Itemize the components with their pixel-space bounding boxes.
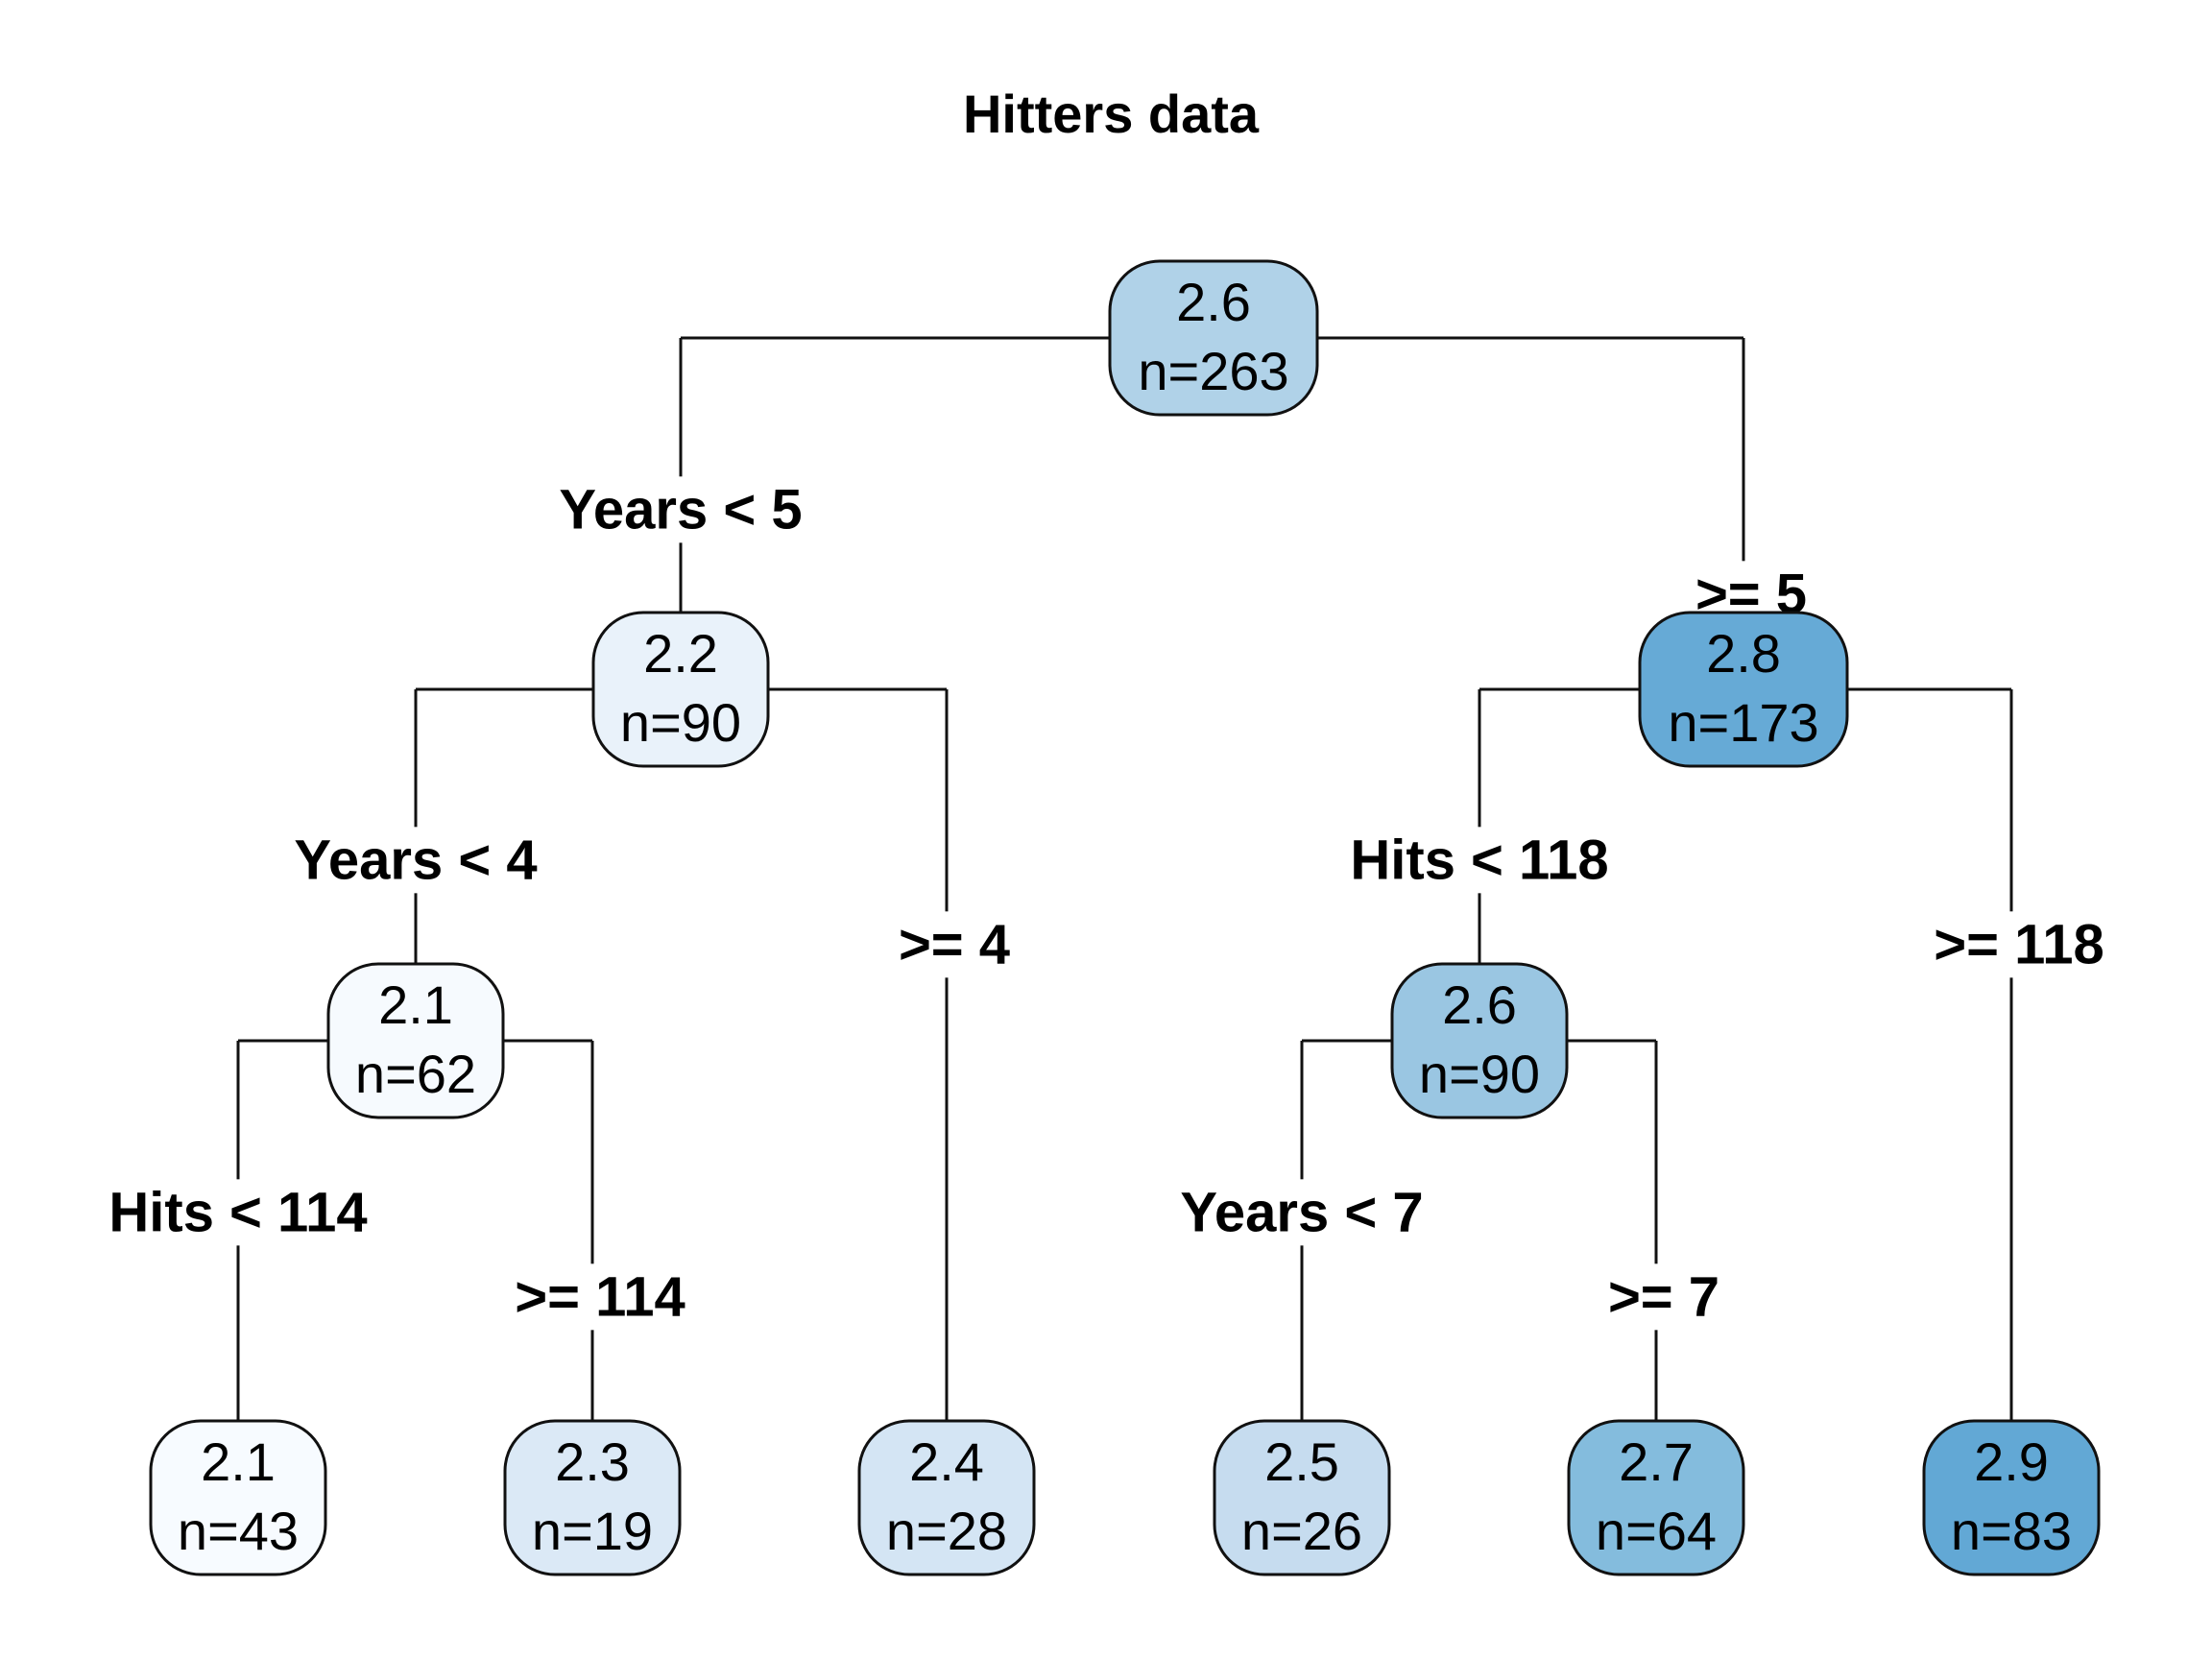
- tree-node: 2.6 n=263: [1108, 259, 1319, 417]
- node-box: [1567, 1419, 1745, 1576]
- node-count: n=173: [1668, 692, 1818, 753]
- split-label-bg: [892, 911, 1017, 978]
- node-box: [326, 962, 505, 1119]
- split-label-s3l: Hits < 118: [1350, 829, 1608, 891]
- node-value: 2.4: [909, 1431, 984, 1492]
- node-box: [1213, 1419, 1391, 1576]
- node-box: [591, 611, 770, 768]
- node-box: [149, 1419, 327, 1576]
- split-label-bg: [288, 827, 543, 894]
- node-count: n=90: [620, 692, 741, 753]
- split-label-bg: [1174, 1179, 1430, 1246]
- node-box: [857, 1419, 1036, 1576]
- split-label-bg: [1928, 911, 2110, 978]
- split-label-s3r: >= 118: [1934, 913, 2104, 975]
- node-value: 2.1: [378, 974, 453, 1035]
- node-count: n=43: [178, 1501, 299, 1561]
- tree-node: 2.9 n=83: [1922, 1419, 2101, 1576]
- node-value: 2.6: [1442, 974, 1517, 1035]
- node-box: [1922, 1419, 2101, 1576]
- split-label-s2l: Years < 4: [294, 829, 537, 891]
- node-count: n=64: [1596, 1501, 1717, 1561]
- tree-node: 2.6 n=90: [1390, 962, 1569, 1119]
- split-label-s2r: >= 4: [899, 913, 1010, 975]
- node-count: n=83: [1951, 1501, 2072, 1561]
- split-label-s5r: >= 7: [1608, 1265, 1719, 1328]
- node-box: [1390, 962, 1569, 1119]
- node-count: n=90: [1419, 1044, 1540, 1104]
- node-count: n=263: [1138, 341, 1288, 401]
- split-label-bg: [509, 1263, 691, 1331]
- split-label-s5l: Years < 7: [1180, 1181, 1423, 1243]
- tree-node: 2.1 n=43: [149, 1419, 327, 1576]
- tree-node: 2.7 n=64: [1567, 1419, 1745, 1576]
- node-value: 2.2: [643, 623, 718, 684]
- node-count: n=62: [355, 1044, 476, 1104]
- split-label-s4r: >= 114: [515, 1265, 685, 1328]
- node-value: 2.6: [1176, 272, 1251, 332]
- split-label-s1l: Years < 5: [559, 478, 802, 541]
- node-value: 2.5: [1264, 1431, 1339, 1492]
- split-label-bg: [553, 476, 808, 543]
- chart-title: Hitters data: [963, 84, 1260, 144]
- tree-nodes: 2.6 n=263 2.2 n=90 2.8 n=173 2.1 n=62 2.6 n=90 2.1…: [149, 259, 2101, 1576]
- tree-node: 2.3 n=19: [503, 1419, 682, 1576]
- tree-node: 2.4 n=28: [857, 1419, 1036, 1576]
- tree-node: 2.2 n=90: [591, 611, 770, 768]
- split-label-bg: [1601, 1263, 1726, 1331]
- node-count: n=19: [532, 1501, 653, 1561]
- split-label-bg: [103, 1179, 373, 1246]
- split-label-bg: [1344, 827, 1615, 894]
- node-value: 2.3: [555, 1431, 630, 1492]
- node-value: 2.9: [1974, 1431, 2049, 1492]
- tree-node: 2.1 n=62: [326, 962, 505, 1119]
- tree-node: 2.8 n=173: [1638, 611, 1849, 768]
- node-box: [503, 1419, 682, 1576]
- node-count: n=26: [1241, 1501, 1362, 1561]
- node-value: 2.1: [201, 1431, 276, 1492]
- tree-node: 2.5 n=26: [1213, 1419, 1391, 1576]
- node-box: [1108, 259, 1319, 417]
- split-label-s4l: Hits < 114: [108, 1181, 367, 1243]
- node-box: [1638, 611, 1849, 768]
- node-value: 2.7: [1619, 1431, 1694, 1492]
- node-count: n=28: [886, 1501, 1007, 1561]
- node-value: 2.8: [1706, 623, 1781, 684]
